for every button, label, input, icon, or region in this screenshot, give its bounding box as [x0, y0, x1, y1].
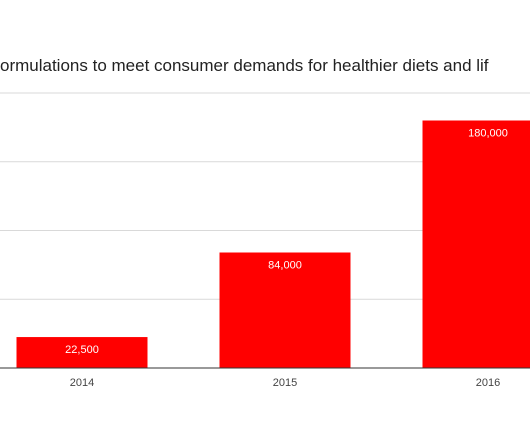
bar-2016: [422, 120, 530, 368]
bar-2015: [219, 252, 351, 368]
bars: [16, 120, 530, 368]
x-tick-label-2015: 2015: [273, 377, 297, 389]
data-labels: 22,500 84,000 180,000: [65, 128, 508, 357]
x-axis-ticks: 2014 2015 2016: [70, 377, 500, 389]
data-label-2016: 180,000: [468, 128, 508, 140]
x-tick-label-2016: 2016: [476, 377, 500, 389]
bar-2014: [16, 337, 148, 368]
chart-title: ormulations to meet consumer demands for…: [0, 56, 489, 75]
x-tick-label-2014: 2014: [70, 377, 94, 389]
data-label-2014: 22,500: [65, 344, 99, 356]
data-label-2015: 84,000: [268, 260, 302, 272]
